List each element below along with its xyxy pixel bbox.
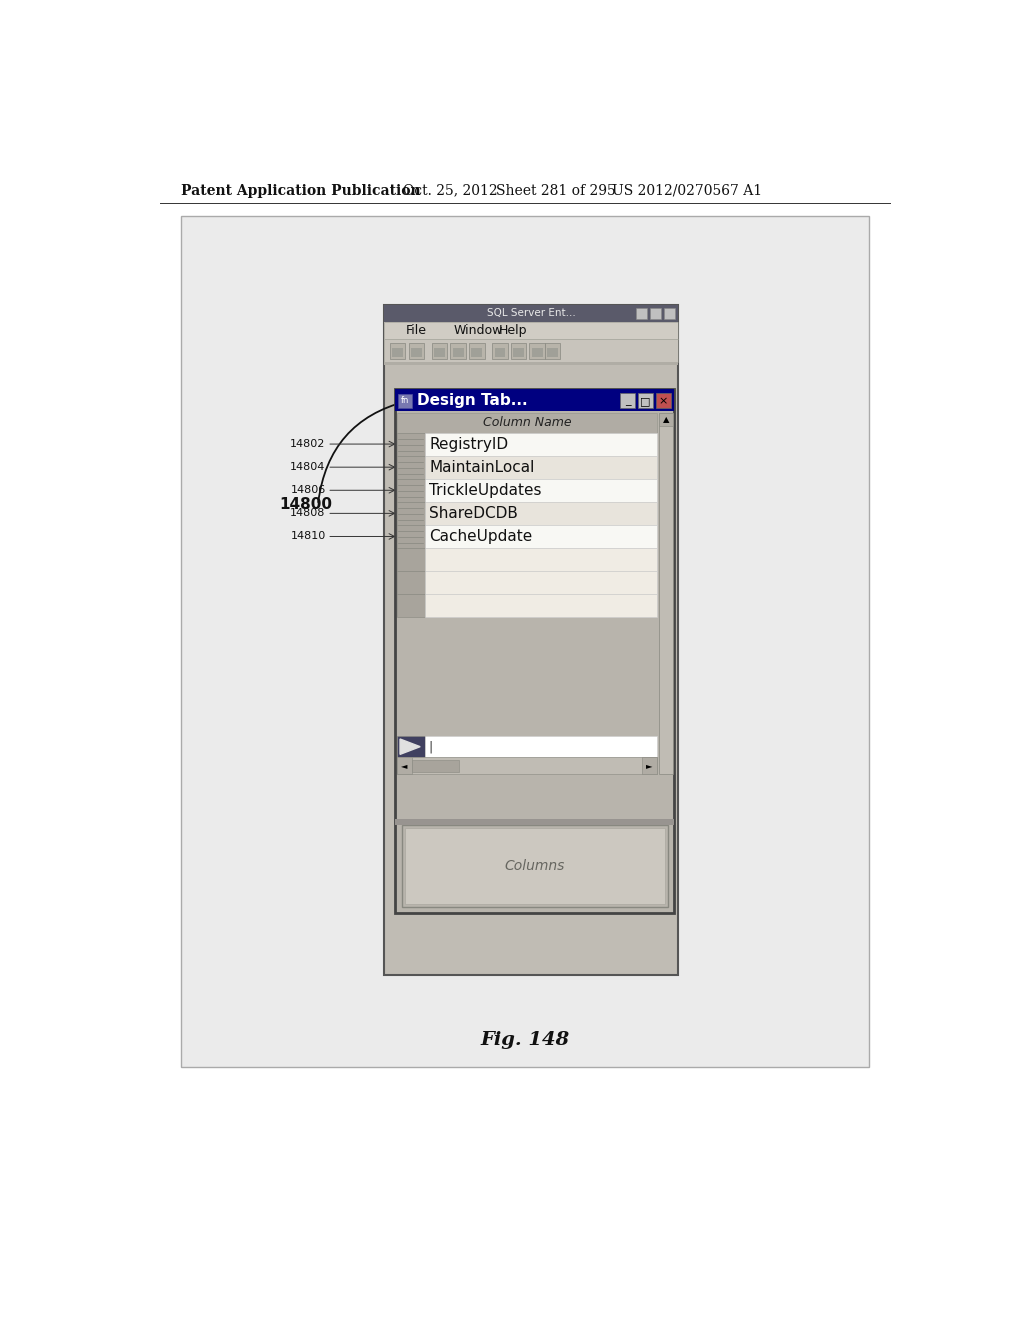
Text: SQL Server Ent...: SQL Server Ent... — [486, 308, 575, 318]
Text: File: File — [406, 323, 426, 337]
Bar — [397, 395, 412, 408]
Bar — [384, 322, 678, 339]
Text: 14810: 14810 — [291, 532, 326, 541]
Bar — [531, 348, 543, 358]
Bar — [384, 305, 678, 322]
Bar — [636, 308, 647, 319]
Bar — [384, 339, 678, 362]
Bar — [390, 343, 406, 359]
Bar — [655, 393, 671, 408]
Bar — [511, 343, 526, 359]
Bar — [411, 348, 422, 358]
Bar — [451, 343, 466, 359]
Text: US 2012/0270567 A1: US 2012/0270567 A1 — [612, 183, 763, 198]
Text: ×: × — [658, 396, 668, 407]
Bar — [495, 348, 506, 358]
Bar — [395, 389, 675, 913]
Bar — [397, 594, 425, 618]
Bar — [384, 322, 678, 339]
Bar — [384, 305, 678, 974]
Bar — [529, 343, 545, 359]
Bar — [395, 818, 675, 825]
Bar — [397, 433, 425, 455]
Text: fn: fn — [400, 396, 409, 405]
Text: Patent Application Publication: Patent Application Publication — [180, 183, 420, 198]
Bar — [397, 737, 425, 758]
Text: _: _ — [625, 396, 631, 407]
Polygon shape — [400, 739, 420, 755]
Bar — [425, 572, 657, 594]
Bar — [409, 343, 424, 359]
Bar — [425, 525, 657, 548]
Bar — [397, 758, 413, 775]
Bar — [392, 348, 403, 358]
Text: RegistryID: RegistryID — [429, 437, 509, 451]
Text: Columns: Columns — [505, 859, 565, 873]
Bar — [397, 479, 425, 502]
Bar — [384, 362, 678, 364]
Text: 14802: 14802 — [290, 440, 326, 449]
Bar — [469, 343, 484, 359]
Text: 14806: 14806 — [291, 486, 326, 495]
Bar — [453, 348, 464, 358]
Bar — [649, 308, 662, 319]
Bar — [397, 525, 425, 548]
Bar — [425, 737, 657, 758]
Bar — [384, 339, 678, 362]
Bar — [401, 825, 669, 907]
Text: 14804: 14804 — [290, 462, 326, 473]
Bar — [513, 348, 524, 358]
Bar — [658, 413, 673, 426]
Bar — [425, 594, 657, 618]
Text: Design Tab...: Design Tab... — [417, 392, 527, 408]
Text: ShareDCDB: ShareDCDB — [429, 506, 518, 521]
Text: Help: Help — [499, 323, 527, 337]
Bar — [397, 572, 425, 594]
Bar — [547, 348, 558, 358]
Bar — [425, 455, 657, 479]
Bar — [434, 348, 445, 358]
Text: MaintainLocal: MaintainLocal — [429, 459, 535, 475]
Bar — [638, 393, 652, 408]
Text: Sheet 281 of 295: Sheet 281 of 295 — [496, 183, 615, 198]
Bar — [397, 758, 657, 775]
Bar — [413, 760, 459, 772]
Bar — [642, 758, 657, 775]
Bar — [621, 393, 635, 408]
Text: ▲: ▲ — [663, 414, 669, 424]
Bar — [404, 829, 665, 904]
Text: |: | — [428, 741, 432, 754]
Bar — [425, 433, 657, 455]
Bar — [493, 343, 508, 359]
Bar — [545, 343, 560, 359]
Bar — [397, 502, 425, 525]
Bar — [397, 548, 425, 572]
Text: 14808: 14808 — [290, 508, 326, 519]
Bar — [180, 216, 869, 1067]
Bar — [425, 479, 657, 502]
Text: TrickleUpdates: TrickleUpdates — [429, 483, 542, 498]
Text: Fig. 148: Fig. 148 — [480, 1031, 569, 1049]
Bar — [432, 343, 447, 359]
Bar — [471, 348, 482, 358]
Text: Oct. 25, 2012: Oct. 25, 2012 — [403, 183, 498, 198]
Text: Window: Window — [454, 323, 503, 337]
Text: 14800: 14800 — [280, 498, 332, 512]
Bar — [397, 455, 425, 479]
Bar — [395, 389, 675, 411]
Text: ►: ► — [646, 762, 653, 771]
Text: ◄: ◄ — [401, 762, 408, 771]
Bar — [425, 548, 657, 572]
Bar — [425, 502, 657, 525]
Text: CacheUpdate: CacheUpdate — [429, 529, 532, 544]
Bar — [658, 413, 673, 775]
Text: Column Name: Column Name — [482, 416, 571, 429]
Bar — [664, 308, 675, 319]
Bar — [397, 413, 657, 433]
Text: □: □ — [640, 396, 650, 407]
